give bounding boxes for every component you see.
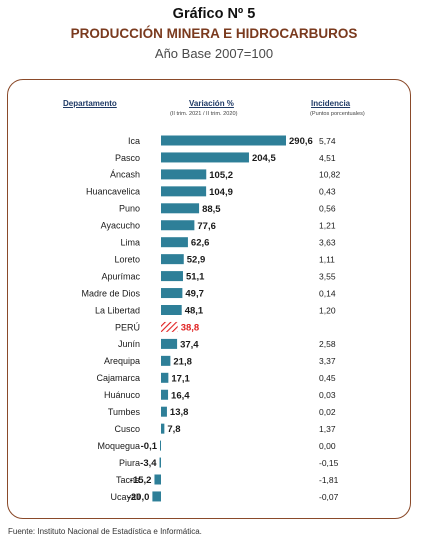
value-label: 51,1 — [186, 272, 205, 283]
incidence-value: 0,45 — [319, 373, 336, 383]
value-label: -20,0 — [128, 492, 150, 503]
incidence-value: -1,81 — [319, 475, 339, 485]
bar — [161, 389, 169, 400]
incidence-value: 0,03 — [319, 390, 336, 400]
category-label: Lima — [120, 238, 140, 248]
bar — [161, 220, 195, 231]
value-label: 21,8 — [173, 356, 192, 367]
value-label: -0,1 — [141, 441, 158, 452]
value-label: 104,9 — [209, 187, 233, 198]
bar — [161, 186, 207, 197]
value-label: 13,8 — [170, 407, 189, 418]
category-label: Junín — [118, 339, 140, 349]
column-header-department: Departamento — [63, 99, 117, 108]
category-label: Ica — [128, 136, 140, 146]
category-label: Arequipa — [104, 356, 140, 366]
incidence-value: 10,82 — [319, 170, 341, 180]
value-label: -3,4 — [140, 458, 157, 469]
bar — [152, 491, 161, 502]
source-note: Fuente: Instituto Nacional de Estadístic… — [8, 527, 202, 536]
value-label: 17,1 — [171, 373, 190, 384]
bar — [161, 237, 188, 248]
category-label: La Libertad — [95, 305, 140, 315]
value-label: 105,2 — [209, 170, 233, 181]
chart-title: PRODUCCIÓN MINERA E HIDROCARBUROS — [70, 26, 358, 41]
incidence-value: -0,15 — [319, 458, 339, 468]
value-label: 38,8 — [181, 322, 200, 333]
chart-frame — [7, 79, 411, 519]
category-label: Apurímac — [101, 271, 140, 281]
value-label: 88,5 — [202, 204, 221, 215]
value-label: 49,7 — [185, 289, 204, 300]
incidence-value: 4,51 — [319, 153, 336, 163]
bar — [161, 169, 207, 180]
bar — [160, 440, 161, 451]
category-label: Moquegua — [97, 441, 140, 451]
bar — [161, 288, 183, 299]
incidence-value: -0,07 — [319, 492, 339, 502]
category-label: PERÚ — [115, 322, 140, 332]
category-label: Tacna — [116, 475, 140, 485]
category-label: Áncash — [110, 170, 140, 180]
column-header-variation: Variación % — [189, 99, 234, 108]
bar — [161, 203, 200, 214]
bar — [161, 423, 165, 434]
category-label: Ucayali — [110, 492, 140, 502]
incidence-value: 0,56 — [319, 204, 336, 214]
incidence-value: 0,14 — [319, 288, 336, 298]
bar — [161, 321, 178, 332]
bar — [161, 135, 286, 146]
column-subheader-incidence: (Puntos porcentuales) — [310, 111, 365, 117]
category-label: Pasco — [115, 153, 140, 163]
column-header-incidence: Incidencia — [311, 99, 351, 108]
category-label: Loreto — [114, 254, 140, 264]
category-label: Piura — [119, 458, 140, 468]
category-label: Huancavelica — [86, 187, 140, 197]
column-subheader-variation: (II trim. 2021 / II trim. 2020) — [170, 111, 238, 117]
bar — [161, 338, 178, 349]
value-label: 77,6 — [197, 221, 216, 232]
value-label: 48,1 — [185, 306, 204, 317]
bar — [161, 254, 184, 265]
bar — [161, 355, 171, 366]
bar — [159, 457, 161, 468]
figure-label: Gráfico Nº 5 — [172, 6, 256, 22]
value-label: 290,6 — [289, 136, 313, 147]
bar — [161, 372, 169, 383]
bar — [161, 406, 167, 417]
category-label: Cajamarca — [96, 373, 140, 383]
chart-subtitle: Año Base 2007=100 — [154, 46, 274, 61]
bar — [161, 271, 183, 282]
value-label: 37,4 — [180, 339, 199, 350]
category-label: Tumbes — [108, 407, 141, 417]
bar — [161, 305, 182, 315]
value-label: 204,5 — [252, 153, 276, 164]
category-label: Puno — [119, 204, 140, 214]
incidence-value: 3,63 — [319, 238, 336, 248]
incidence-value: 3,37 — [319, 356, 336, 366]
value-label: -15,2 — [130, 475, 152, 486]
value-label: 16,4 — [171, 390, 190, 401]
incidence-value: 0,43 — [319, 187, 336, 197]
incidence-value: 1,11 — [319, 254, 335, 264]
category-label: Madre de Dios — [81, 288, 140, 298]
bar — [154, 474, 161, 485]
incidence-value: 1,21 — [319, 221, 336, 231]
category-label: Ayacucho — [101, 221, 140, 231]
category-label: Cusco — [114, 424, 140, 434]
bar — [161, 152, 249, 163]
category-label: Huánuco — [104, 390, 140, 400]
incidence-value: 1,37 — [319, 424, 336, 434]
incidence-value: 2,58 — [319, 339, 336, 349]
incidence-value: 3,55 — [319, 271, 336, 281]
incidence-value: 1,20 — [319, 305, 336, 315]
value-label: 7,8 — [167, 424, 180, 435]
value-label: 62,6 — [191, 238, 210, 249]
incidence-value: 5,74 — [319, 136, 336, 146]
incidence-value: 0,00 — [319, 441, 336, 451]
value-label: 52,9 — [187, 255, 206, 266]
incidence-value: 0,02 — [319, 407, 336, 417]
